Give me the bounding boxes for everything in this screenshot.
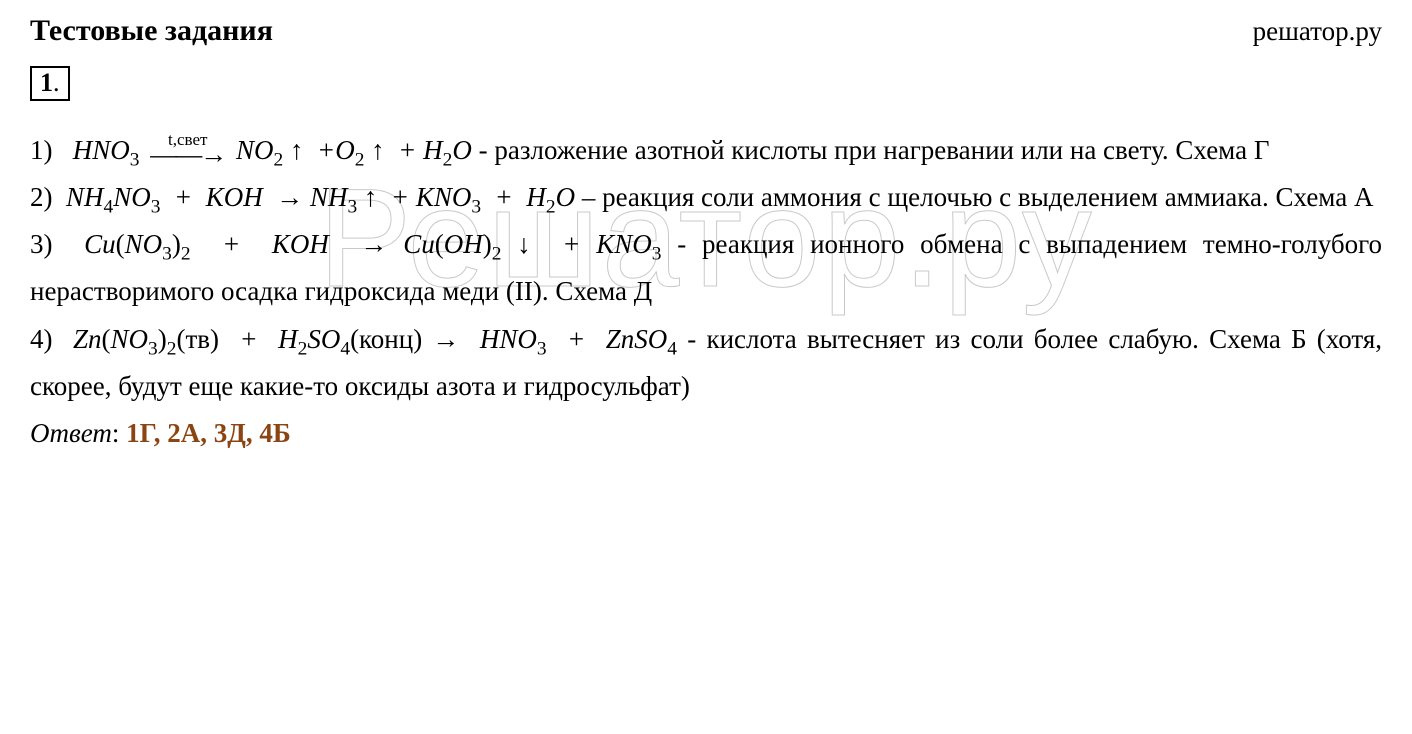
item-1-text: - разложение азотной кислоты при нагрева…	[472, 135, 1270, 165]
item-1: 1) HNO3 t,свет ——→ NO2 ↑ +O2 ↑ + H2O - р…	[30, 127, 1382, 174]
question-number: 1	[40, 68, 53, 97]
item-3-num: 3)	[30, 229, 53, 259]
item-2: 2) NH4NO3 + KOH → NH3 ↑ + KNO3 + H2O – р…	[30, 174, 1382, 221]
item-1-num: 1)	[30, 135, 53, 165]
item-2-num: 2)	[30, 182, 53, 212]
item-4-formula: Zn(NO3)2(тв) + H2SO4(конц) → HNO3 + ZnSO…	[73, 324, 677, 354]
item-2-text: – реакция соли аммония с щелочью с выдел…	[575, 182, 1373, 212]
item-1-formula: HNO3 t,свет ——→ NO2 ↑ +O2 ↑ + H2O	[73, 135, 472, 165]
header: Тестовые задания решатор.ру	[30, 14, 1382, 48]
answer-label: Ответ	[30, 418, 112, 448]
question-number-box: 1.	[30, 66, 1382, 127]
page-title: Тестовые задания	[30, 14, 273, 48]
reaction-arrow-icon: t,свет ——→	[150, 131, 225, 162]
content: Тестовые задания решатор.ру 1. 1) HNO3 t…	[30, 14, 1382, 457]
page: Решатор.ру Тестовые задания решатор.ру 1…	[0, 0, 1412, 457]
item-3: 3) Cu(NO3)2 + KOH → Cu(OH)2 ↓ + KNO3 - р…	[30, 221, 1382, 316]
item-4: 4) Zn(NO3)2(тв) + H2SO4(конц) → HNO3 + Z…	[30, 316, 1382, 411]
answer-value: 1Г, 2А, 3Д, 4Б	[126, 418, 291, 448]
item-2-formula: NH4NO3 + KOH → NH3 ↑ + KNO3 + H2O	[66, 182, 575, 212]
item-4-num: 4)	[30, 324, 53, 354]
site-name: решатор.ру	[1253, 16, 1382, 47]
item-3-formula: Cu(NO3)2 + KOH → Cu(OH)2 ↓ + KNO3	[84, 229, 661, 259]
answer-line: Ответ: 1Г, 2А, 3Д, 4Б	[30, 410, 1382, 457]
question-body: 1) HNO3 t,свет ——→ NO2 ↑ +O2 ↑ + H2O - р…	[30, 127, 1382, 458]
